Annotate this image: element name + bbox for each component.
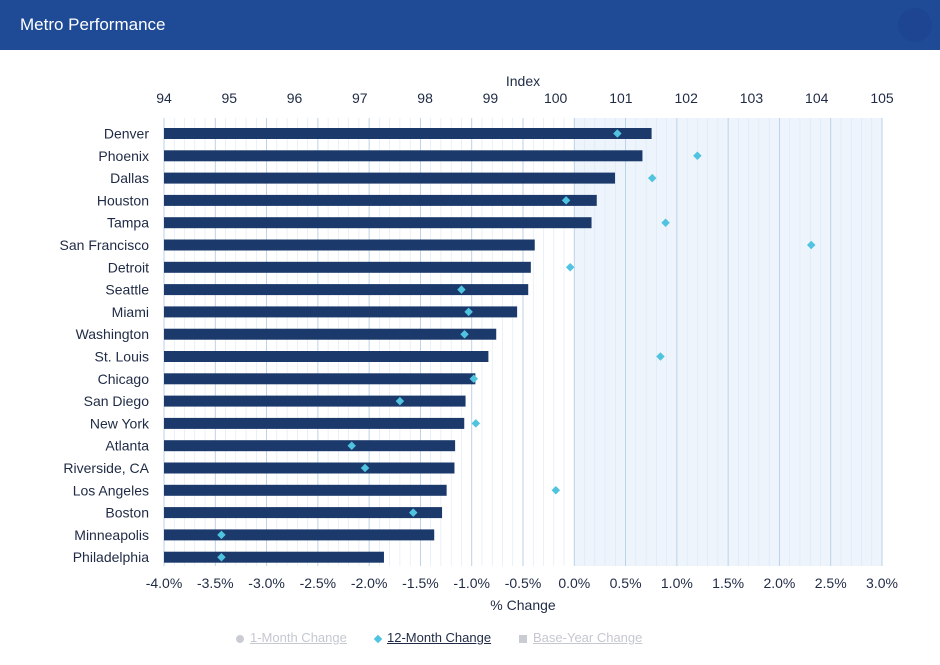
x-bottom-tick-label: -1.5%	[402, 575, 439, 591]
change-marker	[565, 263, 575, 272]
category-label: New York	[90, 415, 150, 431]
x-bottom-tick-label: 0.0%	[558, 575, 590, 591]
category-label: Tampa	[107, 215, 149, 231]
x-bottom-tick-label: -3.0%	[248, 575, 285, 591]
x-top-tick-label: 105	[870, 90, 894, 106]
diamond-icon	[373, 634, 383, 643]
x-top-tick-label: 103	[740, 90, 764, 106]
legend-item-1-month[interactable]: 1-Month Change	[236, 630, 347, 645]
x-top-axis-title: Index	[506, 73, 540, 89]
x-bottom-tick-label: 2.5%	[815, 575, 847, 591]
x-bottom-tick-label: 2.0%	[763, 575, 795, 591]
index-bar	[164, 484, 447, 496]
x-bottom-axis-title: % Change	[490, 597, 556, 613]
index-bar	[164, 395, 466, 407]
index-bar	[164, 440, 456, 452]
header-bar: Metro Performance	[0, 0, 940, 50]
x-bottom-tick-label: -4.0%	[146, 575, 183, 591]
category-label: Atlanta	[105, 438, 149, 454]
x-top-tick-label: 100	[544, 90, 568, 106]
x-bottom-tick-label: -3.5%	[197, 575, 234, 591]
change-marker	[551, 486, 561, 495]
x-bottom-tick-label: 1.5%	[712, 575, 744, 591]
x-top-tick-label: 102	[675, 90, 699, 106]
x-top-tick-label: 96	[287, 90, 303, 106]
category-label: San Francisco	[60, 237, 150, 253]
x-top-tick-label: 97	[352, 90, 368, 106]
index-bar	[164, 306, 518, 318]
x-bottom-tick-label: 0.5%	[610, 575, 642, 591]
legend-label: 12-Month Change	[387, 630, 492, 645]
change-marker	[217, 530, 226, 540]
category-label: Seattle	[105, 282, 149, 298]
page-title: Metro Performance	[20, 15, 166, 34]
change-marker	[409, 508, 418, 517]
index-bar	[164, 462, 455, 474]
index-bar	[164, 194, 597, 206]
category-label: Dallas	[110, 170, 149, 186]
category-label: Chicago	[98, 371, 150, 387]
index-bar	[164, 529, 435, 541]
change-marker	[464, 307, 473, 317]
category-label: Washington	[76, 326, 149, 342]
x-bottom-tick-label: -2.5%	[300, 575, 337, 591]
index-bar	[164, 417, 465, 429]
change-marker	[460, 329, 469, 339]
square-icon	[519, 634, 527, 643]
x-top-tick-label: 99	[483, 90, 499, 106]
x-bottom-tick-label: -2.0%	[351, 575, 388, 591]
index-bar	[164, 128, 652, 139]
category-label: Phoenix	[98, 148, 149, 164]
category-label: Boston	[105, 505, 149, 521]
category-label: Detroit	[108, 259, 149, 275]
x-top-tick-label: 95	[221, 90, 237, 106]
circle-icon	[236, 634, 244, 643]
category-label: Houston	[97, 192, 149, 208]
x-bottom-tick-label: -0.5%	[505, 575, 542, 591]
legend-item-base-year[interactable]: Base-Year Change	[519, 630, 642, 645]
metro-performance-chart: 94 95 96 97 98 99 100 101 102 103 104 105 Index -4.0%…	[60, 73, 898, 613]
index-bar	[164, 351, 489, 362]
x-top-tick-label: 98	[417, 90, 433, 106]
index-bar	[164, 172, 616, 184]
index-bar	[164, 239, 535, 251]
change-marker	[471, 419, 481, 428]
x-bottom-tick-label: -1.0%	[453, 575, 490, 591]
chart-legend: 1-Month Change 12-Month Change Base-Year…	[0, 630, 940, 650]
x-top-tick-label: 104	[805, 90, 829, 106]
index-bar	[164, 217, 592, 229]
change-marker	[469, 374, 479, 384]
x-bottom-tick-label: 3.0%	[866, 575, 898, 591]
change-marker	[347, 441, 356, 450]
change-marker	[395, 396, 405, 406]
category-label: Miami	[112, 304, 149, 320]
index-bar	[164, 551, 384, 563]
category-label: Philadelphia	[73, 549, 149, 565]
legend-label: Base-Year Change	[533, 630, 643, 645]
change-marker	[656, 352, 665, 361]
index-bar	[164, 261, 531, 273]
legend-label: 1-Month Change	[250, 630, 347, 645]
legend-item-12-month[interactable]: 12-Month Change	[373, 630, 492, 645]
index-bar	[164, 507, 443, 519]
index-bar	[164, 150, 643, 162]
index-bar	[164, 284, 529, 296]
avatar[interactable]	[898, 8, 932, 42]
x-bottom-tick-label: 1.0%	[661, 575, 693, 591]
index-bar	[164, 328, 497, 340]
index-bar	[164, 373, 476, 385]
category-label: Riverside, CA	[63, 460, 149, 476]
x-top-tick-label: 94	[156, 90, 172, 106]
category-label: Minneapolis	[74, 527, 149, 543]
x-top-tick-label: 101	[609, 90, 633, 106]
category-label: St. Louis	[95, 349, 149, 365]
category-label: San Diego	[84, 393, 150, 409]
category-label: Denver	[104, 126, 149, 142]
category-label: Los Angeles	[73, 482, 149, 498]
change-marker	[457, 285, 466, 294]
change-marker	[360, 463, 370, 473]
